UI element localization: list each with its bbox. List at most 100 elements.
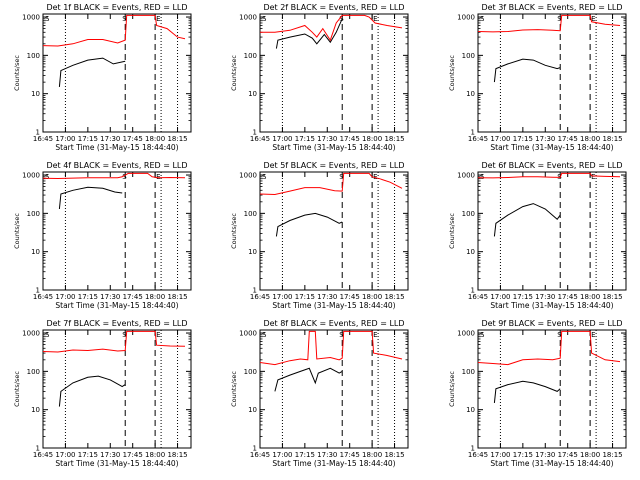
x-tick-label: 17:30 [317, 293, 337, 301]
x-tick-label: 18:15 [602, 135, 622, 143]
y-tick-label: 1 [36, 287, 40, 295]
plot-frame [477, 329, 627, 449]
y-tick-label: 10 [31, 90, 40, 98]
chart-panel-9: Det 9f BLACK = Events, RED = LLD 1 10 100 10… [448, 319, 627, 468]
chart-title: Det 3f BLACK = Events, RED = LLD [481, 3, 622, 12]
y-tick-label: 10 [466, 248, 475, 256]
x-tick-label: 17:30 [535, 293, 555, 301]
y-axis-label: Counts/sec [13, 55, 21, 91]
y-tick-label: 100 [244, 210, 257, 218]
chart-title: Det 9f BLACK = Events, RED = LLD [481, 319, 622, 328]
marker-e-label: E [156, 331, 160, 339]
x-tick-label: 17:00 [272, 451, 292, 459]
x-tick-label: 17:00 [55, 135, 75, 143]
y-tick-label: 1 [253, 287, 257, 295]
x-axis-label: Start Time (31-May-15 18:44:40) [55, 301, 178, 310]
y-tick-label: 1 [36, 129, 40, 137]
x-tick-label: 18:15 [384, 135, 404, 143]
x-tick-label: 17:15 [78, 293, 98, 301]
x-tick-label: 17:15 [78, 135, 98, 143]
x-tick-label: 17:45 [558, 293, 578, 301]
series-lld-line [478, 330, 621, 366]
x-axis-label: Start Time (31-May-15 18:44:40) [55, 143, 178, 152]
y-tick-label: 100 [244, 52, 257, 60]
y-axis-label: Counts/sec [448, 371, 456, 407]
marker-start-label: S [262, 331, 267, 339]
x-axis-label: Start Time (31-May-15 18:44:40) [490, 301, 613, 310]
x-tick-label: 18:00 [362, 293, 382, 301]
x-tick-label: 16:45 [468, 293, 488, 301]
series-lld-line [43, 172, 186, 180]
x-tick-label: 17:45 [340, 451, 360, 459]
y-axis-label: Counts/sec [230, 371, 238, 407]
y-tick-label: 1000 [239, 14, 257, 22]
marker-e-label: E [591, 15, 595, 23]
y-tick-label: 1 [471, 287, 475, 295]
x-tick-label: 17:45 [558, 451, 578, 459]
x-tick-label: 17:00 [490, 135, 510, 143]
y-tick-label: 1 [253, 445, 257, 453]
series-events-line [58, 57, 126, 87]
marker-s-label: S [122, 331, 127, 339]
plot-frame [259, 171, 409, 291]
x-axis-label: Start Time (31-May-15 18:44:40) [55, 459, 178, 468]
x-tick-label: 17:30 [535, 451, 555, 459]
x-tick-label: 17:45 [340, 293, 360, 301]
chart-panel-3: Det 3f BLACK = Events, RED = LLD 1 10 100 10… [448, 3, 627, 152]
x-tick-label: 17:00 [55, 293, 75, 301]
series-lld-line [260, 330, 403, 366]
x-tick-label: 18:15 [167, 135, 187, 143]
chart-panel-1: Det 1f BLACK = Events, RED = LLD 1 10 100 10… [13, 3, 192, 152]
y-axis-label: Counts/sec [230, 55, 238, 91]
x-tick-label: 17:45 [123, 451, 143, 459]
plot-frame [42, 329, 192, 449]
chart-title: Det 1f BLACK = Events, RED = LLD [46, 3, 187, 12]
chart-title: Det 6f BLACK = Events, RED = LLD [481, 161, 622, 170]
y-tick-label: 10 [466, 90, 475, 98]
y-tick-label: 1000 [239, 172, 257, 180]
series-events-line [493, 380, 561, 403]
y-tick-label: 1000 [22, 172, 40, 180]
marker-s-label: S [557, 331, 562, 339]
y-tick-label: 10 [466, 406, 475, 414]
x-tick-label: 17:30 [100, 293, 120, 301]
chart-panel-8: Det 8f BLACK = Events, RED = LLD 1 10 100 10… [230, 319, 409, 468]
marker-e-label: E [373, 173, 377, 181]
x-tick-label: 17:45 [340, 135, 360, 143]
plot-frame [259, 13, 409, 133]
chart-panel-4: Det 4f BLACK = Events, RED = LLD 1 10 100 10… [13, 161, 192, 310]
marker-s-label: S [339, 331, 344, 339]
x-tick-label: 18:15 [384, 451, 404, 459]
series-events-line [58, 375, 126, 407]
chart-title: Det 4f BLACK = Events, RED = LLD [46, 161, 187, 170]
x-tick-label: 16:45 [250, 451, 270, 459]
x-tick-label: 17:15 [295, 135, 315, 143]
y-tick-label: 1000 [22, 330, 40, 338]
x-axis-label: Start Time (31-May-15 18:44:40) [272, 143, 395, 152]
marker-s-label: S [122, 15, 127, 23]
x-tick-label: 17:45 [123, 135, 143, 143]
x-tick-label: 18:00 [580, 451, 600, 459]
y-tick-label: 100 [462, 368, 475, 376]
y-tick-label: 10 [248, 406, 257, 414]
series-events-line [275, 212, 343, 237]
chart-title: Det 2f BLACK = Events, RED = LLD [263, 3, 404, 12]
y-tick-label: 100 [462, 52, 475, 60]
x-tick-label: 16:45 [33, 451, 53, 459]
x-tick-label: 18:15 [167, 451, 187, 459]
series-events-line [493, 58, 561, 83]
x-tick-label: 17:30 [100, 135, 120, 143]
y-axis-label: Counts/sec [13, 371, 21, 407]
x-tick-label: 18:15 [602, 451, 622, 459]
x-axis-label: Start Time (31-May-15 18:44:40) [272, 459, 395, 468]
x-tick-label: 16:45 [250, 293, 270, 301]
x-tick-label: 16:45 [33, 135, 53, 143]
marker-start-label: S [262, 15, 267, 23]
chart-panel-7: Det 7f BLACK = Events, RED = LLD 1 10 100 10… [13, 319, 192, 468]
x-tick-label: 18:15 [602, 293, 622, 301]
series-events-line [493, 203, 561, 237]
series-lld-line [43, 14, 186, 47]
x-tick-label: 18:00 [362, 451, 382, 459]
x-axis-label: Start Time (31-May-15 18:44:40) [272, 301, 395, 310]
